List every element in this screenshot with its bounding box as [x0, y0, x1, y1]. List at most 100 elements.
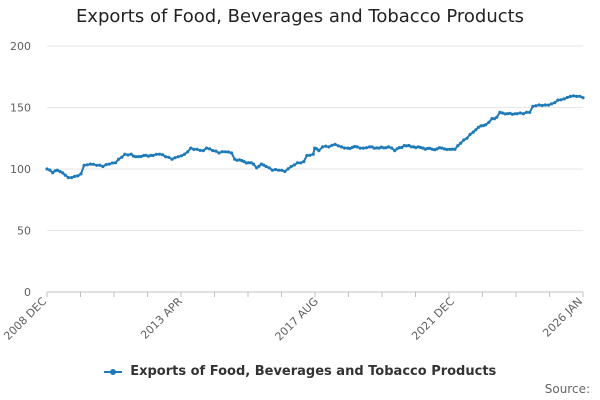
data-point[interactable]: [182, 152, 187, 156]
data-point[interactable]: [230, 151, 234, 155]
data-point[interactable]: [131, 154, 136, 158]
data-point[interactable]: [157, 152, 161, 156]
data-point[interactable]: [198, 148, 202, 152]
data-point[interactable]: [503, 112, 507, 116]
data-point[interactable]: [195, 147, 199, 151]
data-point[interactable]: [262, 163, 266, 167]
data-point[interactable]: [85, 163, 89, 167]
data-point[interactable]: [568, 94, 573, 98]
data-point[interactable]: [474, 128, 478, 132]
data-point[interactable]: [465, 136, 469, 140]
data-point[interactable]: [435, 147, 439, 151]
data-point[interactable]: [317, 149, 321, 153]
data-point[interactable]: [233, 157, 237, 161]
data-point[interactable]: [161, 153, 165, 157]
data-point[interactable]: [484, 123, 488, 127]
data-point[interactable]: [368, 145, 372, 149]
data-point[interactable]: [280, 168, 284, 172]
data-point[interactable]: [521, 112, 526, 116]
data-point[interactable]: [101, 164, 105, 169]
data-point[interactable]: [462, 138, 466, 142]
data-point[interactable]: [471, 130, 475, 134]
data-point[interactable]: [364, 146, 369, 150]
data-point[interactable]: [289, 164, 293, 169]
data-point[interactable]: [550, 102, 554, 106]
data-point[interactable]: [149, 153, 153, 157]
data-point[interactable]: [98, 163, 102, 167]
data-point[interactable]: [45, 167, 49, 171]
data-point[interactable]: [361, 146, 365, 150]
data-point[interactable]: [283, 169, 287, 174]
data-point[interactable]: [273, 167, 278, 172]
data-point[interactable]: [397, 146, 401, 150]
data-point[interactable]: [226, 150, 230, 154]
data-point[interactable]: [126, 153, 130, 157]
data-point[interactable]: [540, 103, 544, 108]
data-point[interactable]: [176, 155, 180, 159]
data-point[interactable]: [442, 147, 446, 151]
data-point[interactable]: [267, 166, 271, 170]
series-layer[interactable]: [45, 94, 585, 180]
data-point[interactable]: [492, 117, 496, 121]
data-point[interactable]: [372, 146, 376, 150]
data-point[interactable]: [110, 161, 114, 165]
data-point[interactable]: [151, 153, 155, 158]
data-point[interactable]: [506, 112, 510, 116]
data-point[interactable]: [495, 115, 499, 119]
data-point[interactable]: [82, 163, 86, 167]
data-point[interactable]: [534, 104, 538, 108]
data-point[interactable]: [459, 141, 463, 145]
data-point[interactable]: [404, 144, 409, 148]
data-point[interactable]: [201, 149, 205, 153]
data-point[interactable]: [104, 163, 108, 167]
data-point[interactable]: [355, 145, 359, 149]
data-point[interactable]: [154, 152, 158, 156]
data-point[interactable]: [242, 160, 246, 164]
data-point[interactable]: [167, 155, 171, 159]
data-point[interactable]: [88, 162, 92, 166]
series-line[interactable]: [46, 94, 584, 179]
data-point[interactable]: [448, 147, 452, 151]
data-point[interactable]: [423, 147, 427, 151]
data-point[interactable]: [426, 146, 430, 150]
data-point[interactable]: [513, 112, 517, 116]
data-point[interactable]: [139, 154, 143, 159]
data-point[interactable]: [123, 152, 127, 156]
data-point[interactable]: [51, 171, 55, 175]
data-point[interactable]: [531, 104, 535, 108]
data-point[interactable]: [565, 95, 569, 100]
data-point[interactable]: [134, 155, 138, 159]
data-point[interactable]: [553, 101, 557, 105]
data-point[interactable]: [107, 162, 111, 166]
data-point[interactable]: [91, 162, 96, 166]
data-point[interactable]: [79, 172, 83, 176]
data-point[interactable]: [324, 144, 328, 148]
data-point[interactable]: [237, 158, 241, 162]
data-point[interactable]: [299, 161, 303, 165]
data-point[interactable]: [468, 132, 472, 137]
data-point[interactable]: [95, 163, 99, 167]
data-point[interactable]: [400, 145, 404, 150]
data-point[interactable]: [433, 148, 437, 152]
data-point[interactable]: [543, 103, 547, 107]
data-point[interactable]: [386, 145, 391, 149]
legend[interactable]: Exports of Food, Beverages and Tobacco P…: [0, 364, 600, 379]
data-point[interactable]: [559, 98, 563, 102]
data-point[interactable]: [456, 144, 460, 148]
data-point[interactable]: [518, 111, 522, 115]
data-point[interactable]: [515, 112, 519, 116]
data-point[interactable]: [73, 174, 77, 178]
data-point[interactable]: [479, 124, 483, 128]
data-point[interactable]: [192, 147, 196, 151]
data-point[interactable]: [409, 145, 413, 149]
data-point[interactable]: [393, 149, 397, 153]
data-point[interactable]: [321, 145, 325, 149]
data-point[interactable]: [524, 110, 529, 114]
data-point[interactable]: [292, 163, 296, 167]
data-point[interactable]: [204, 146, 209, 150]
data-point[interactable]: [358, 146, 362, 150]
data-point[interactable]: [556, 98, 560, 102]
data-point[interactable]: [528, 110, 532, 114]
data-point[interactable]: [257, 164, 261, 168]
data-point[interactable]: [217, 151, 221, 155]
